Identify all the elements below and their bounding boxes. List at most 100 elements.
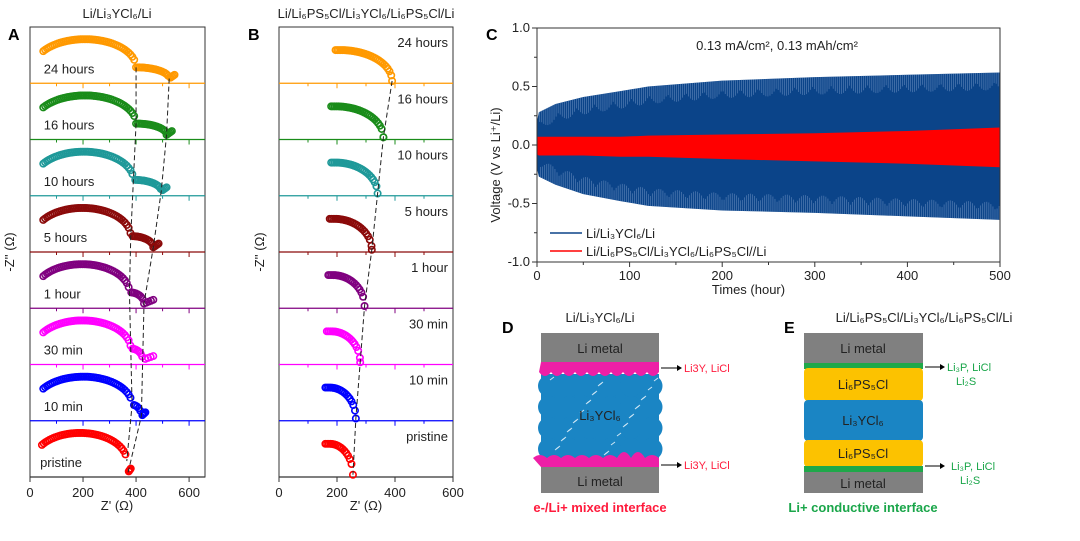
panel-e-diagram: E Li/Li₆PS₅Cl/Li₃YCl₆/Li₆PS₅Cl/Li Li met… [784,310,1012,515]
particle [538,438,560,460]
y-tick-label: -0.5 [508,196,530,211]
data-point [372,182,381,191]
interface-bottom-label: Li3Y, LiCl [684,460,730,472]
panel-letter-b: B [248,27,260,44]
interphase-top [804,363,923,369]
ion-path [640,396,646,401]
data-point [370,178,379,187]
electrolyte-label: Li₃YCl₆ [579,408,621,423]
ion-path [634,405,640,410]
x-tick-label: 100 [619,268,641,283]
series-label: 10 hours [44,174,95,189]
particle [620,417,642,439]
panel-d-diagram: D Li/Li₃YCl₆/Li Li metal Li₃YCl₆ Li meta… [502,310,730,515]
li-metal-top-label: Li metal [840,341,886,356]
panel-c-voltage-plot: 1.0 0.5 0.0 -0.5 -1.00 100 200 300 400 500 Times (… [488,20,1011,297]
ion-path [591,391,597,396]
panel-b-ylabel: -Z'' (Ω) [252,232,267,271]
x-axis-label: Times (hour) [712,282,785,297]
particle [640,417,663,439]
legend-label: Li/Li₆PS₅Cl/Li₃YCl₆/Li₆PS₅Cl//Li [586,244,766,259]
panel-d-title: Li/Li₃YCl₆/Li [565,310,634,325]
series-band [537,127,1000,168]
panel-b-title: Li/Li₆PS₅Cl/Li₃YCl₆/Li₆PS₅Cl/Li [278,6,455,21]
panel-e-title: Li/Li₆PS₅Cl/Li₃YCl₆/Li₆PS₅Cl/Li [836,310,1013,325]
series-label: 1 hour [411,260,449,275]
series-label: 5 hours [405,204,449,219]
arrow-head-top-icon [677,365,682,371]
data-point [170,70,179,79]
panel-d-caption: e-/Li+ mixed interface [533,500,666,515]
series-label: 16 hours [44,118,95,133]
li-metal-top-layer [541,333,659,363]
condition-annotation: 0.13 mA/cm², 0.13 mAh/cm² [696,38,858,53]
li-metal-top-label: Li metal [577,341,623,356]
particle [579,396,601,418]
data-point [149,295,158,304]
particle [599,417,622,439]
interface-bottom-label-1: Li₃P, LiCl [951,461,995,473]
interface-bottom-label-2: Li₂S [960,475,980,487]
arrow-head-bottom-icon [940,463,945,469]
ion-path [603,451,609,456]
data-point [121,450,130,459]
li6ps5cl-bottom-layer [804,440,923,467]
series-label: pristine [40,455,82,470]
y-tick-label: 0.5 [512,79,530,94]
x-tick-label: 200 [326,485,348,500]
series-label: 30 min [44,343,83,358]
particle [538,396,560,418]
y-tick-label: 0.0 [512,137,530,152]
particle [640,438,663,460]
series-label: 30 min [409,316,448,331]
li3ycl6-label: Li₃YCl₆ [842,413,884,428]
interphase-bottom [804,466,923,472]
ion-path [622,423,628,428]
particle [538,375,560,397]
li-metal-bottom-layer [541,467,659,493]
ion-path [549,376,555,381]
data-point [138,294,147,303]
data-point [139,410,148,419]
y-axis-label: Voltage (V vs Li⁺/Li) [488,107,503,222]
data-point [345,455,354,464]
particle [579,438,601,460]
panel-letter-d: D [502,320,514,337]
data-point [130,112,139,121]
series-label: 10 hours [397,148,448,163]
ion-path [579,409,585,414]
ion-path [572,419,578,424]
x-tick-label: 0 [533,268,540,283]
li6ps5cl-top-layer [804,368,923,401]
interface-top-label-1: Li₃P, LiCl [947,362,991,374]
data-point [136,292,145,301]
series-label: 10 min [44,399,83,414]
particle [558,438,581,460]
li-metal-bottom-layer [804,472,923,493]
panel-a-title: Li/Li₃YCl₆/Li [82,6,151,21]
li3ycl6-particles [538,375,663,460]
x-tick-label: 500 [989,268,1011,283]
particle [640,396,663,418]
x-tick-label: 200 [711,268,733,283]
panel-e-caption: Li+ conductive interface [788,500,937,515]
ion-path [610,441,616,446]
data-point [162,183,171,192]
data-point [354,346,363,355]
guide-dashed-line [127,78,170,473]
panel-a-xlabel: Z' (Ω) [101,498,133,513]
panel-b-eis-plot: 24 hours 16 hours 10 hours 5 hours 1 hour 30 … [275,26,464,500]
particle [558,417,581,439]
data-point [126,393,135,402]
x-tick-label: 600 [442,485,464,500]
y-tick-label: 1.0 [512,20,530,35]
particle [620,375,642,397]
data-point [141,408,150,417]
particle [558,396,581,418]
x-tick-label: 0 [26,485,33,500]
guide-dashed-line [126,67,137,462]
data-point [126,464,135,473]
ion-path [585,400,591,405]
data-point [146,237,155,246]
